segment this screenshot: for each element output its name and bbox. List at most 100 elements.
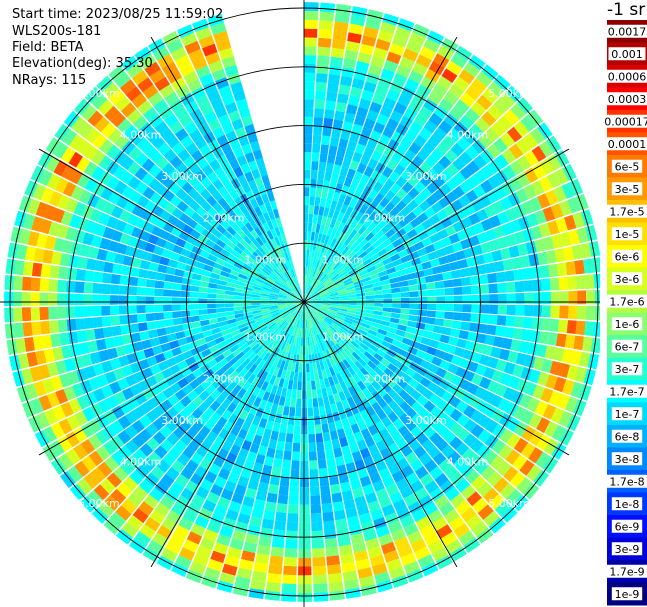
ppi-gate-cell	[348, 524, 362, 536]
ppi-gate-cell	[397, 94, 412, 108]
ppi-gate-cell	[49, 265, 60, 279]
ppi-gate-cell	[407, 346, 418, 356]
ppi-gate-cell	[458, 530, 476, 546]
ppi-gate-cell	[281, 274, 288, 282]
ppi-gate-cell	[347, 305, 357, 309]
ppi-gate-cell	[477, 414, 491, 429]
ppi-gate-cell	[267, 393, 276, 404]
ppi-gate-cell	[392, 34, 408, 48]
ppi-gate-cell	[194, 332, 205, 341]
ppi-gate-cell	[504, 270, 515, 282]
ppi-gate-cell	[428, 339, 440, 349]
ppi-gate-cell	[374, 306, 384, 312]
ppi-gate-cell	[84, 317, 94, 329]
ppi-gate-cell	[225, 257, 236, 266]
ppi-gate-cell	[129, 470, 144, 485]
ppi-gate-cell	[345, 40, 360, 52]
ppi-gate-cell	[329, 475, 340, 486]
ppi-gate-cell	[318, 468, 328, 478]
ppi-gate-cell	[391, 470, 405, 483]
ppi-gate-cell	[297, 319, 301, 328]
ppi-gate-cell	[460, 321, 471, 331]
ppi-gate-cell	[424, 323, 435, 332]
ppi-gate-cell	[351, 450, 363, 462]
ppi-gate-cell	[160, 473, 175, 488]
ppi-gate-cell	[373, 352, 384, 362]
ppi-gate-cell	[266, 354, 274, 364]
ppi-gate-cell	[397, 544, 413, 558]
ppi-gate-cell	[483, 487, 499, 504]
ppi-gate-cell	[57, 435, 73, 452]
ppi-gate-cell	[69, 214, 82, 229]
ppi-gate-cell	[165, 375, 177, 387]
ppi-gate-cell	[255, 426, 265, 437]
ppi-gate-cell	[328, 337, 336, 347]
ppi-gate-cell	[124, 425, 138, 439]
ppi-gate-cell	[565, 396, 579, 413]
ppi-gate-cell	[325, 546, 339, 557]
ppi-gate-cell	[255, 248, 264, 258]
ppi-gate-cell	[319, 405, 326, 416]
ppi-gate-cell	[46, 362, 59, 377]
ppi-gate-cell	[268, 298, 278, 301]
ppi-gate-cell	[381, 238, 392, 248]
ppi-gate-cell	[384, 243, 395, 253]
ppi-gate-cell	[398, 389, 410, 401]
ppi-gate-cell	[32, 183, 47, 201]
ppi-gate-cell	[391, 339, 402, 348]
ppi-gate-cell	[208, 463, 221, 476]
ppi-gate-cell	[373, 192, 385, 204]
ppi-gate-cell	[163, 311, 173, 320]
ppi-gate-cell	[398, 425, 410, 437]
ppi-gate-cell	[477, 481, 493, 497]
ppi-gate-cell	[407, 278, 418, 286]
ppi-gate-cell	[405, 407, 417, 419]
ppi-gate-cell	[491, 408, 505, 423]
ppi-gate-cell	[392, 238, 403, 248]
ppi-gate-cell	[131, 434, 146, 448]
ppi-gate-cell	[120, 155, 135, 170]
ppi-gate-cell	[45, 137, 61, 155]
ppi-gate-cell	[125, 245, 136, 257]
ppi-gate-cell	[30, 277, 41, 292]
ppi-gate-cell	[271, 538, 285, 549]
ppi-gate-cell	[225, 314, 236, 321]
ppi-gate-cell	[68, 254, 80, 268]
ppi-gate-cell	[547, 154, 562, 171]
ppi-gate-cell	[306, 285, 311, 294]
ppi-gate-cell	[476, 232, 489, 244]
ppi-gate-cell	[441, 68, 458, 83]
ppi-gate-cell	[472, 222, 485, 235]
ppi-gate-cell	[114, 134, 130, 150]
ppi-gate-cell	[395, 329, 406, 337]
ppi-gate-cell	[507, 375, 521, 390]
ppi-gate-cell	[288, 305, 297, 311]
ppi-gate-cell	[323, 244, 330, 254]
ppi-gate-cell	[334, 509, 346, 521]
ppi-gate-cell	[144, 472, 160, 487]
ppi-gate-cell	[230, 329, 241, 337]
ppi-gate-cell	[541, 291, 552, 304]
ppi-gate-cell	[358, 269, 369, 277]
colorbar-tick-label: 3e-7	[615, 363, 640, 376]
ppi-gate-cell	[155, 217, 167, 229]
ppi-gate-cell	[10, 226, 23, 243]
ppi-gate-cell	[200, 200, 212, 212]
ppi-gate-cell	[363, 166, 375, 178]
ppi-gate-cell	[373, 215, 383, 226]
ppi-gate-cell	[103, 201, 116, 215]
ppi-gate-cell	[561, 348, 574, 364]
ppi-gate-cell	[268, 439, 278, 450]
ppi-gate-cell	[291, 317, 297, 326]
ppi-gate-cell	[310, 327, 315, 337]
ppi-gate-cell	[310, 504, 322, 514]
ppi-gate-cell	[289, 306, 297, 313]
ppi-gate-cell	[154, 280, 165, 289]
ppi-gate-cell	[497, 293, 507, 304]
ppi-gate-cell	[365, 17, 381, 30]
ppi-gate-cell	[206, 520, 222, 534]
ppi-gate-cell	[480, 465, 496, 481]
ppi-gate-cell	[304, 81, 315, 91]
ppi-gate-cell	[330, 305, 339, 308]
ppi-gate-cell	[251, 302, 260, 306]
